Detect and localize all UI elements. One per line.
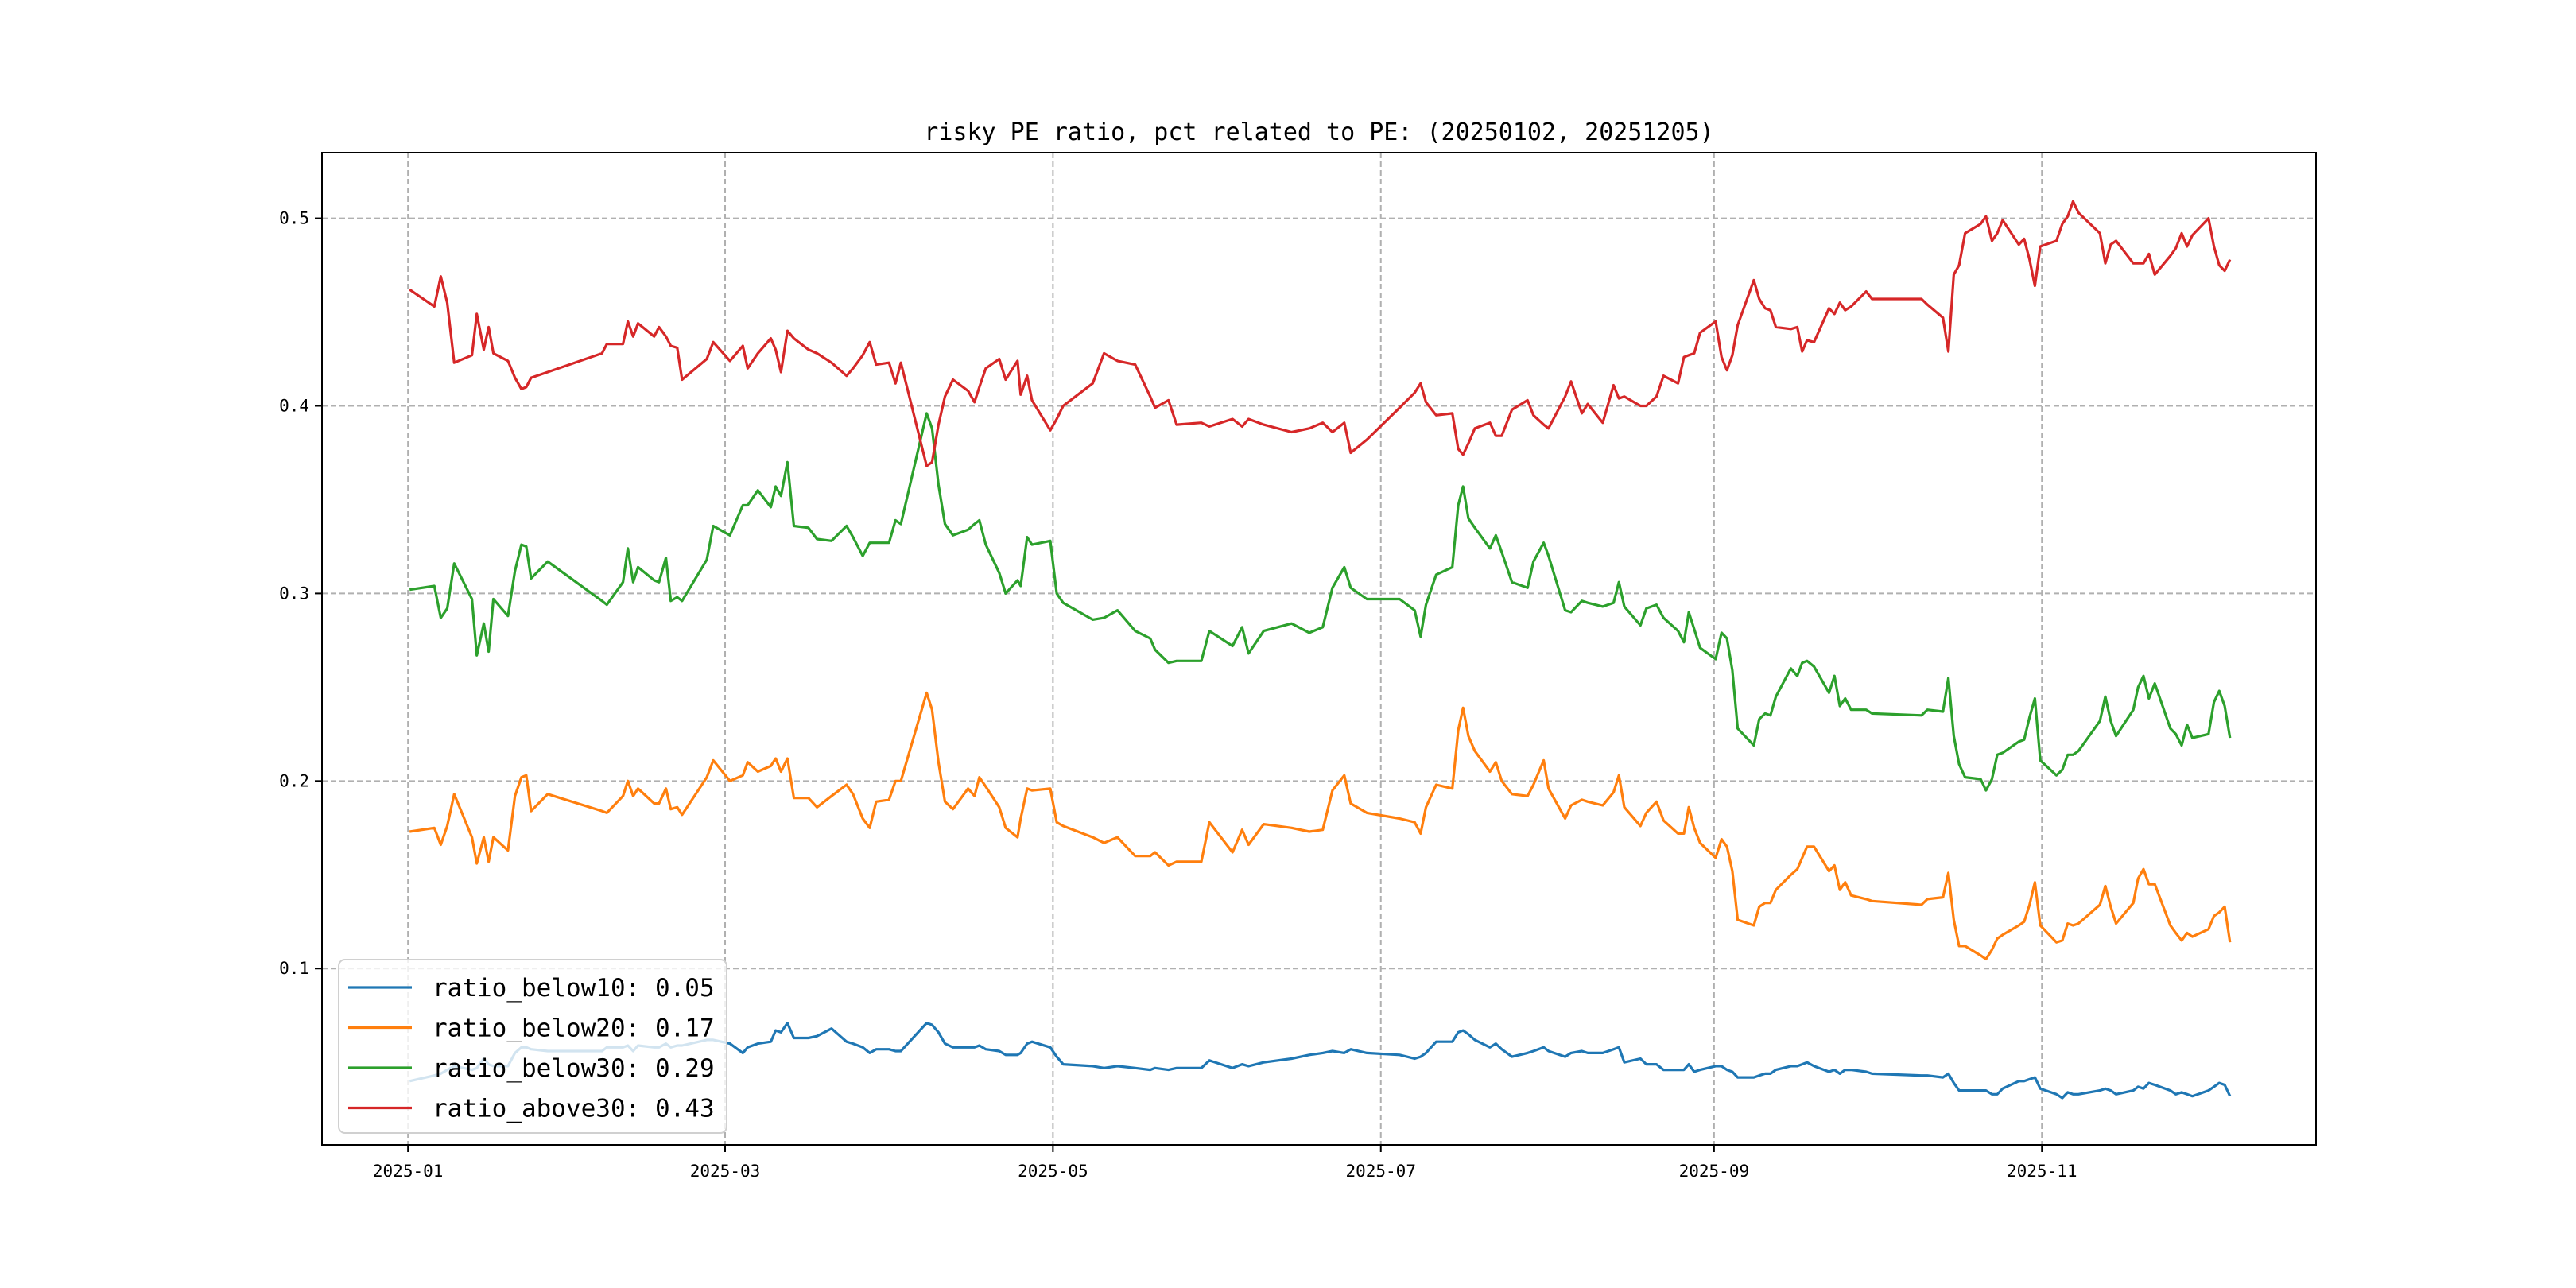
legend-label: ratio_below30: 0.29 — [433, 1054, 715, 1083]
legend-label: ratio_below20: 0.17 — [433, 1014, 715, 1043]
chart-title: risky PE ratio, pct related to PE: (2025… — [924, 118, 1713, 146]
y-tick-label: 0.2 — [279, 771, 309, 790]
axis-ticks: 2025-01 2025-03 2025-05 2025-07 2025-09 2025-… — [279, 209, 2077, 1181]
x-tick-label: 2025-05 — [1018, 1162, 1088, 1181]
legend-label: ratio_above30: 0.43 — [433, 1095, 715, 1123]
x-tick-label: 2025-07 — [1345, 1162, 1416, 1181]
series-lines — [409, 200, 2232, 1100]
axes-frame — [321, 152, 2317, 1146]
legend-label: ratio_below10: 0.05 — [433, 974, 715, 1003]
series-line-ratio-below20 — [409, 691, 2232, 961]
x-tick-label: 2025-11 — [2007, 1162, 2077, 1181]
x-tick-label: 2025-03 — [690, 1162, 761, 1181]
legend: ratio_below10: 0.05 ratio_below20: 0.17 ra… — [338, 959, 727, 1134]
y-tick-label: 0.3 — [279, 584, 309, 603]
series-line-ratio-below30 — [409, 412, 2232, 792]
x-tick-label: 2025-01 — [373, 1162, 444, 1181]
series-line-ratio-below10 — [409, 1022, 2232, 1100]
x-tick-label: 2025-09 — [1679, 1162, 1750, 1181]
series-line-ratio-above30 — [409, 200, 2232, 467]
legend-box — [338, 959, 727, 1134]
y-tick-label: 0.4 — [279, 396, 309, 415]
y-tick-label: 0.5 — [279, 209, 309, 228]
y-tick-label: 0.1 — [279, 959, 309, 978]
